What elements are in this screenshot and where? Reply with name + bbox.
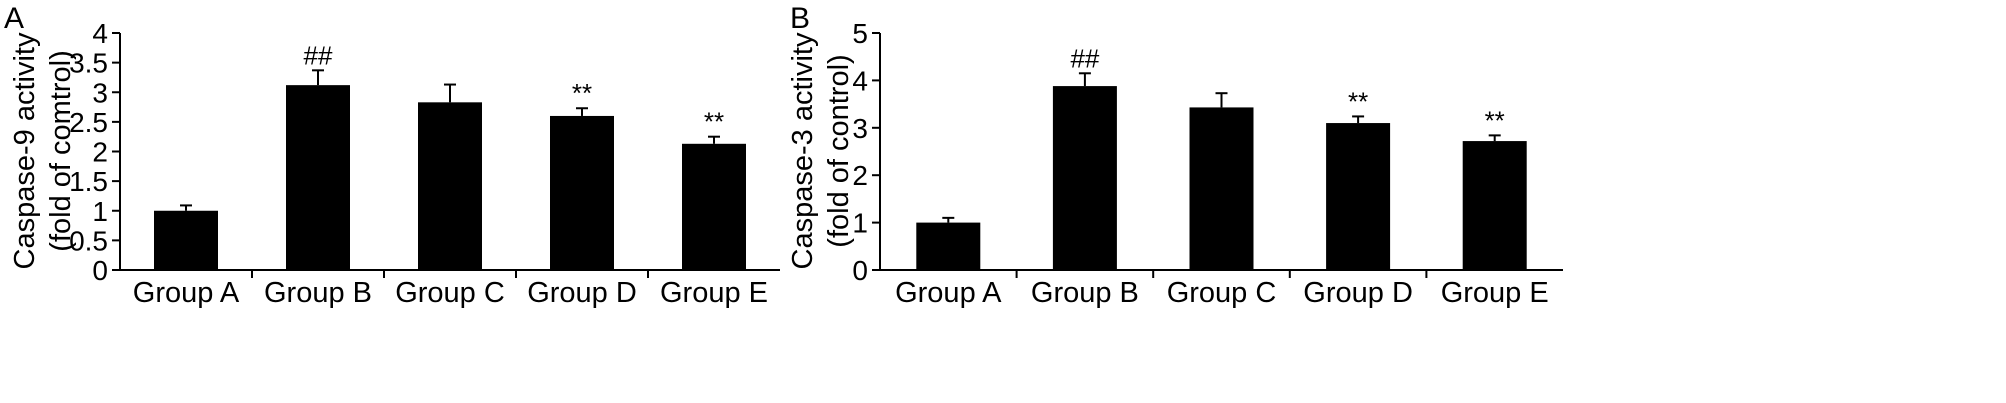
y-tick-label: 1.5 bbox=[69, 166, 108, 197]
y-tick-label: 2.5 bbox=[69, 107, 108, 138]
y-tick-label: 1 bbox=[92, 196, 108, 227]
x-tick-label: Group D bbox=[527, 277, 637, 309]
bar bbox=[916, 222, 981, 270]
x-tick-label: Group A bbox=[895, 277, 1002, 309]
bar bbox=[682, 143, 746, 270]
bar bbox=[418, 102, 482, 270]
x-tick-label: Group B bbox=[1031, 277, 1139, 309]
x-tick-label: Group B bbox=[264, 277, 372, 309]
bar bbox=[1189, 107, 1254, 270]
y-tick-label: 4 bbox=[852, 65, 868, 96]
y-tick-label: 2 bbox=[92, 137, 108, 168]
y-tick-label: 1 bbox=[852, 208, 868, 239]
y-tick-label: 3 bbox=[852, 113, 868, 144]
significance-label: ## bbox=[304, 40, 333, 70]
x-tick-label: Group C bbox=[395, 277, 505, 309]
y-tick-label: 5 bbox=[852, 18, 868, 49]
y-axis-title-line2: (fold of control) bbox=[823, 54, 855, 247]
significance-label: ** bbox=[1485, 105, 1505, 135]
significance-label: ** bbox=[704, 107, 724, 137]
x-tick-label: Group E bbox=[660, 277, 768, 309]
bar bbox=[550, 115, 614, 270]
bar bbox=[154, 210, 218, 270]
panel-label: B bbox=[790, 2, 810, 35]
x-tick-label: Group D bbox=[1303, 277, 1413, 309]
significance-label: ** bbox=[1348, 86, 1368, 116]
y-tick-label: 4 bbox=[92, 18, 108, 49]
bar bbox=[286, 85, 350, 270]
y-axis-title-line1: Caspase-9 activity bbox=[9, 32, 41, 269]
x-tick-label: Group C bbox=[1167, 277, 1277, 309]
y-tick-label: 2 bbox=[852, 160, 868, 191]
y-tick-label: 0 bbox=[852, 255, 868, 286]
y-tick-label: 0 bbox=[92, 255, 108, 286]
y-tick-label: 3.5 bbox=[69, 48, 108, 79]
chart-panel-b: B 0 1 2 3 4 5 Caspase-3 activity (fold of contro… bbox=[787, 2, 1563, 309]
bar bbox=[1462, 141, 1527, 270]
y-axis-title-line1: Caspase-3 activity bbox=[787, 32, 819, 269]
significance-label: ** bbox=[572, 78, 592, 108]
panel-label: A bbox=[4, 2, 24, 35]
chart-panel-a: A 00.511.522.533.54 Caspase-9 activity (fol… bbox=[4, 2, 780, 309]
x-tick-label: Group A bbox=[133, 277, 240, 309]
y-axis-title-line2: (fold of comtrol) bbox=[45, 50, 77, 251]
y-tick-label: 3 bbox=[92, 77, 108, 108]
significance-label: ## bbox=[1070, 43, 1099, 73]
bar bbox=[1326, 123, 1391, 270]
bar bbox=[1052, 86, 1117, 270]
x-tick-label: Group E bbox=[1441, 277, 1549, 309]
y-tick-label: 0.5 bbox=[69, 225, 108, 256]
